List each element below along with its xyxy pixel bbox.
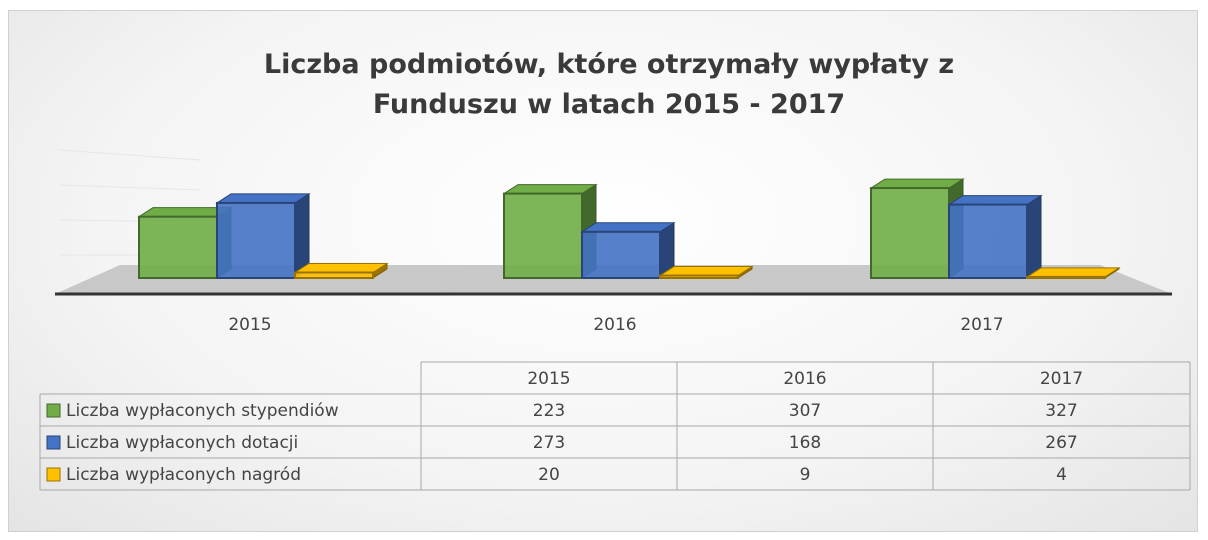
bar-top: [502, 184, 598, 195]
table-header: 2015: [527, 369, 570, 389]
bar: [948, 203, 1028, 279]
bar: [294, 271, 374, 279]
legend-label: Liczba wypłaconych stypendiów: [66, 401, 339, 421]
legend-key: [46, 403, 61, 418]
back-wall-line: [59, 149, 201, 161]
bar-top: [658, 266, 754, 277]
table-value: 327: [1045, 401, 1077, 421]
legend-label: Liczba wypłaconych dotacji: [66, 433, 298, 453]
bar: [870, 187, 950, 279]
bar-top: [293, 263, 389, 273]
x-tick-label: 2015: [228, 315, 271, 335]
table-value: 20: [538, 465, 560, 485]
table-value: 307: [789, 401, 821, 421]
chart-title: Liczba podmiotów, które otrzymały wypłat…: [263, 49, 955, 120]
table-header: 2016: [783, 369, 826, 389]
bar: [503, 192, 583, 279]
table-header: 2017: [1040, 369, 1083, 389]
table-value: 223: [533, 401, 565, 421]
table-value: 168: [789, 433, 821, 453]
bar-top: [580, 222, 676, 233]
bar: [1026, 275, 1106, 279]
legend-label: Liczba wypłaconych nagród: [66, 465, 301, 485]
x-tick-label: 2016: [593, 315, 636, 335]
bar-top: [869, 178, 965, 189]
legend-key: [46, 435, 61, 450]
table-value: 273: [533, 433, 565, 453]
bar: [216, 201, 296, 279]
legend-key: [46, 467, 61, 482]
bar: [581, 230, 661, 280]
table-value: 9: [800, 465, 811, 485]
table-value: 4: [1056, 465, 1067, 485]
bar: [659, 274, 739, 279]
bar: [138, 215, 218, 280]
table-value: 267: [1045, 433, 1077, 453]
bar-side: [1026, 194, 1042, 279]
back-wall-line: [59, 184, 201, 191]
bar-top: [1025, 267, 1121, 278]
bar-top: [215, 193, 311, 204]
bar-top: [947, 195, 1043, 206]
x-tick-label: 2017: [960, 315, 1003, 335]
